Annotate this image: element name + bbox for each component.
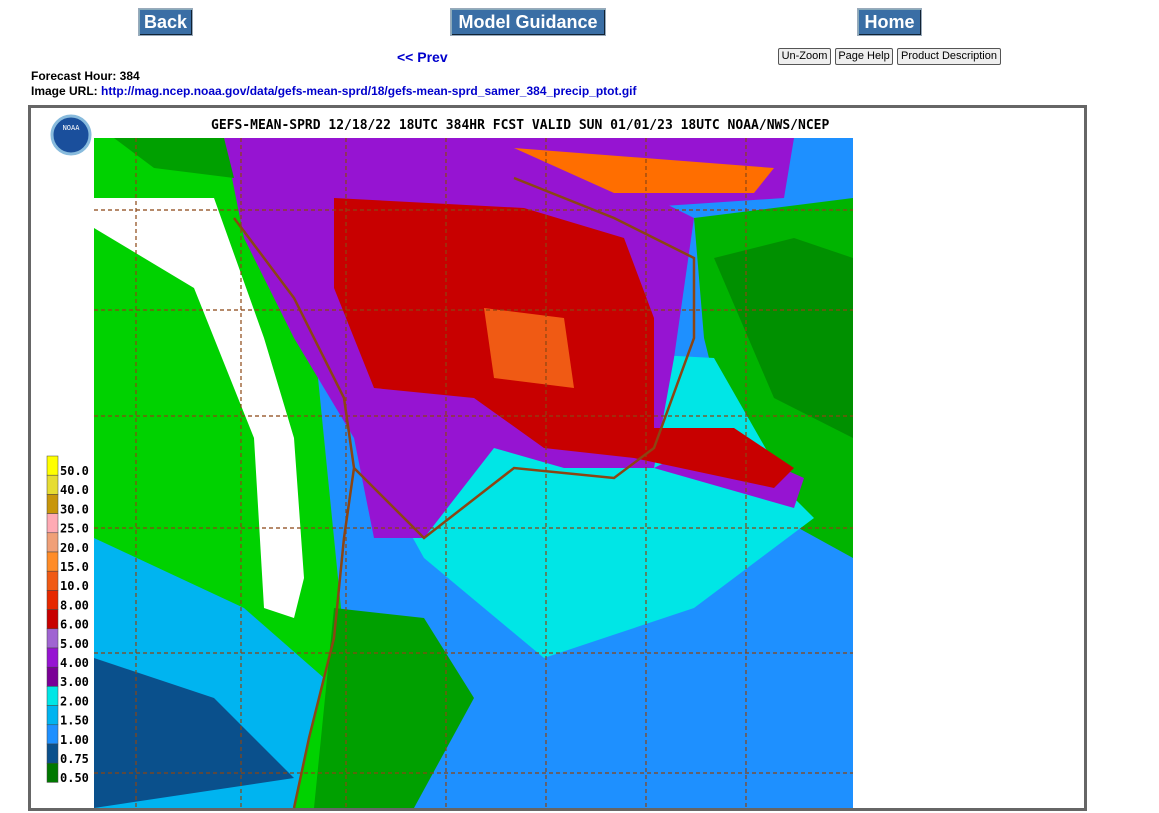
legend-label: 1.50 (60, 714, 89, 728)
noaa-logo (50, 114, 92, 156)
model-guidance-button[interactable]: Model Guidance (450, 8, 606, 36)
legend-swatch (46, 647, 59, 668)
legend-swatch (46, 455, 59, 476)
product-description-button[interactable]: Product Description (897, 48, 1001, 65)
legend-label: 0.50 (60, 771, 89, 785)
legend-label: 50.0 (60, 464, 89, 478)
unzoom-button[interactable]: Un-Zoom (778, 48, 831, 65)
legend-swatch (46, 686, 59, 706)
legend-label: 3.00 (60, 675, 89, 689)
legend-label: 20.0 (60, 541, 89, 555)
back-button[interactable]: Back (138, 8, 193, 36)
legend-swatch (46, 570, 59, 591)
legend-swatch (46, 474, 59, 495)
page: {"nav": {"back": "Back", "model_guidance… (28, 8, 1087, 811)
image-url-row: Image URL: http://mag.ncep.noaa.gov/data… (31, 84, 637, 98)
legend-swatch (46, 743, 59, 764)
legend-label: 40.0 (60, 483, 89, 497)
legend-swatch (46, 705, 59, 726)
legend-label: 0.75 (60, 752, 89, 766)
legend-swatch (46, 590, 59, 610)
legend-swatch (46, 724, 59, 745)
legend-label: 5.00 (60, 637, 89, 651)
logo-text: NOAA (63, 124, 81, 132)
page-help-button[interactable]: Page Help (835, 48, 893, 65)
legend-label: 30.0 (60, 502, 89, 516)
map-frame: NOAA GEFS-MEAN-SPRD 12/18/22 18UTC 384HR… (28, 105, 1087, 811)
legend-swatch (46, 762, 59, 783)
map-image: NOAA GEFS-MEAN-SPRD 12/18/22 18UTC 384HR… (46, 114, 853, 809)
legend-label: 4.00 (60, 656, 89, 670)
legend-label: 2.00 (60, 694, 89, 708)
map-field (94, 138, 853, 809)
legend-swatch (46, 532, 59, 553)
legend-swatch (46, 609, 59, 630)
legend-label: 6.00 (60, 618, 89, 632)
home-button[interactable]: Home (857, 8, 922, 36)
legend: 50.0 40.0 30.0 25.0 20.0 15.0 10.0 8.00 6.00 5.00… (46, 455, 89, 785)
image-url-label: Image URL: (31, 84, 98, 98)
image-url-link[interactable]: http://mag.ncep.noaa.gov/data/gefs-mean-… (101, 84, 637, 98)
prev-link[interactable]: << Prev (397, 49, 448, 65)
legend-label: 1.00 (60, 733, 89, 747)
forecast-hour: Forecast Hour: 384 (31, 69, 140, 83)
legend-swatch (46, 666, 59, 687)
legend-swatch (46, 513, 59, 534)
legend-swatch (46, 494, 59, 514)
map-title: GEFS-MEAN-SPRD 12/18/22 18UTC 384HR FCST… (211, 118, 829, 133)
legend-label: 15.0 (60, 560, 89, 574)
legend-label: 25.0 (60, 522, 89, 536)
legend-swatch (46, 628, 59, 649)
legend-label: 8.00 (60, 598, 89, 612)
legend-swatch (46, 551, 59, 572)
legend-label: 10.0 (60, 579, 89, 593)
